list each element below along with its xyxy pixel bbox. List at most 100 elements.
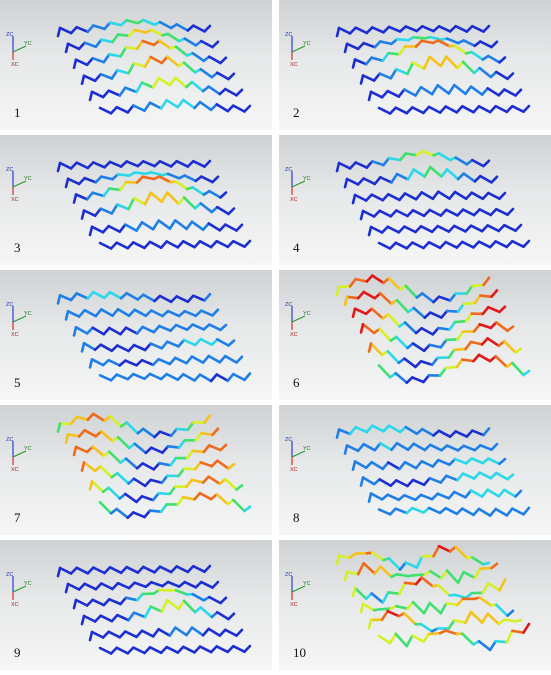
beam-segment: [192, 159, 206, 168]
beam-segment: [158, 588, 172, 592]
x-axis-label: XC: [11, 467, 19, 473]
beam-segment: [477, 353, 492, 363]
beam-segment: [211, 40, 220, 49]
beam-segment: [380, 609, 389, 621]
beam-segment: [150, 28, 164, 37]
beam-segment: [211, 175, 220, 184]
beam-segment: [388, 507, 397, 516]
beam-segment: [427, 105, 442, 114]
beam-segment: [490, 442, 499, 452]
beam-segment: [478, 208, 493, 217]
z-axis-label: ZC: [285, 302, 292, 308]
beam-segment: [395, 209, 409, 218]
beam-segment: [174, 356, 188, 365]
beam-segment: [495, 70, 509, 81]
beam-segment: [445, 474, 459, 482]
beam-segment: [168, 485, 177, 496]
beam-segment: [58, 566, 73, 575]
beam-segment: [430, 84, 439, 96]
beam-segment: [64, 582, 70, 594]
beam-segment: [98, 646, 113, 655]
beam-segment: [69, 161, 78, 170]
beam-segment: [462, 39, 477, 48]
beam-segment: [148, 240, 163, 249]
beam-segment: [421, 292, 435, 304]
beam-segment: [82, 74, 97, 83]
beam-segment: [101, 630, 110, 639]
beam-segment: [193, 240, 202, 249]
beam-segment: [215, 239, 230, 249]
beam-segment: [133, 171, 148, 176]
beam-segment: [165, 645, 180, 654]
beam-segment: [142, 427, 156, 439]
beam-segment: [514, 347, 523, 354]
beam-segment: [107, 89, 122, 97]
beam-segment: [514, 223, 523, 232]
beam-segment: [201, 627, 210, 637]
beam-segment: [110, 69, 119, 80]
beam-segment: [143, 605, 152, 619]
beam-segment: [430, 224, 439, 234]
beam-segment: [108, 21, 123, 27]
x-axis-label: XC: [11, 602, 19, 608]
beam-segment: [75, 415, 90, 421]
panel-number: 9: [14, 645, 21, 660]
beam-segment: [429, 35, 443, 42]
beam-segment: [166, 191, 180, 206]
beam-segment: [420, 576, 435, 588]
beam-segment: [224, 477, 238, 491]
beam-segment: [91, 445, 106, 458]
beam-segment: [200, 175, 214, 184]
beam-segment: [102, 326, 111, 336]
beam-segment: [387, 156, 402, 162]
beam-segment: [511, 629, 525, 634]
beam-segment: [362, 290, 377, 300]
beam-segment: [488, 507, 497, 517]
beam-segment: [354, 26, 369, 35]
beam-segment: [175, 427, 190, 432]
beam-segment: [464, 312, 473, 323]
beam-segment: [72, 325, 78, 337]
beam-segment: [377, 106, 392, 115]
beam-segment: [132, 104, 146, 112]
beam-segment: [182, 240, 196, 249]
beam-segment: [98, 241, 113, 250]
beam-segment: [194, 431, 203, 442]
beam-segment: [403, 460, 418, 470]
beam-segment: [429, 443, 443, 452]
beam-segment: [135, 325, 144, 335]
beam-segment: [216, 338, 230, 347]
beam-segment: [58, 26, 73, 35]
beam-segment: [469, 610, 484, 624]
beam-segment: [198, 373, 213, 383]
beam-segment: [473, 294, 482, 305]
beam-segment: [166, 172, 181, 180]
beam-segment: [92, 290, 106, 300]
beam-segment: [182, 645, 196, 654]
beam-segment: [522, 369, 531, 377]
beam-segment: [377, 364, 392, 379]
beam-segment: [439, 55, 448, 68]
beam-segment: [74, 193, 89, 201]
beam-segment: [127, 62, 136, 75]
beam-segment: [387, 461, 401, 471]
beam-segment: [382, 424, 391, 433]
beam-segment: [367, 492, 373, 503]
beam-segment: [473, 567, 482, 580]
beam-segment: [83, 41, 98, 49]
beam-segment: [126, 241, 135, 250]
beam-segment: [132, 477, 147, 488]
beam-segment: [90, 630, 105, 639]
beam-segment: [373, 565, 382, 575]
beam-segment: [88, 480, 94, 491]
beam-segment: [192, 294, 206, 302]
beam-segment: [109, 105, 118, 115]
beam-segment: [437, 458, 451, 467]
beam-segment: [216, 205, 230, 216]
beam-segment: [100, 308, 114, 318]
beam-segment: [429, 311, 443, 319]
beam-segment: [207, 627, 222, 637]
beam-segment: [185, 478, 194, 488]
beam-segment: [364, 460, 373, 470]
beam-segment: [100, 430, 114, 443]
